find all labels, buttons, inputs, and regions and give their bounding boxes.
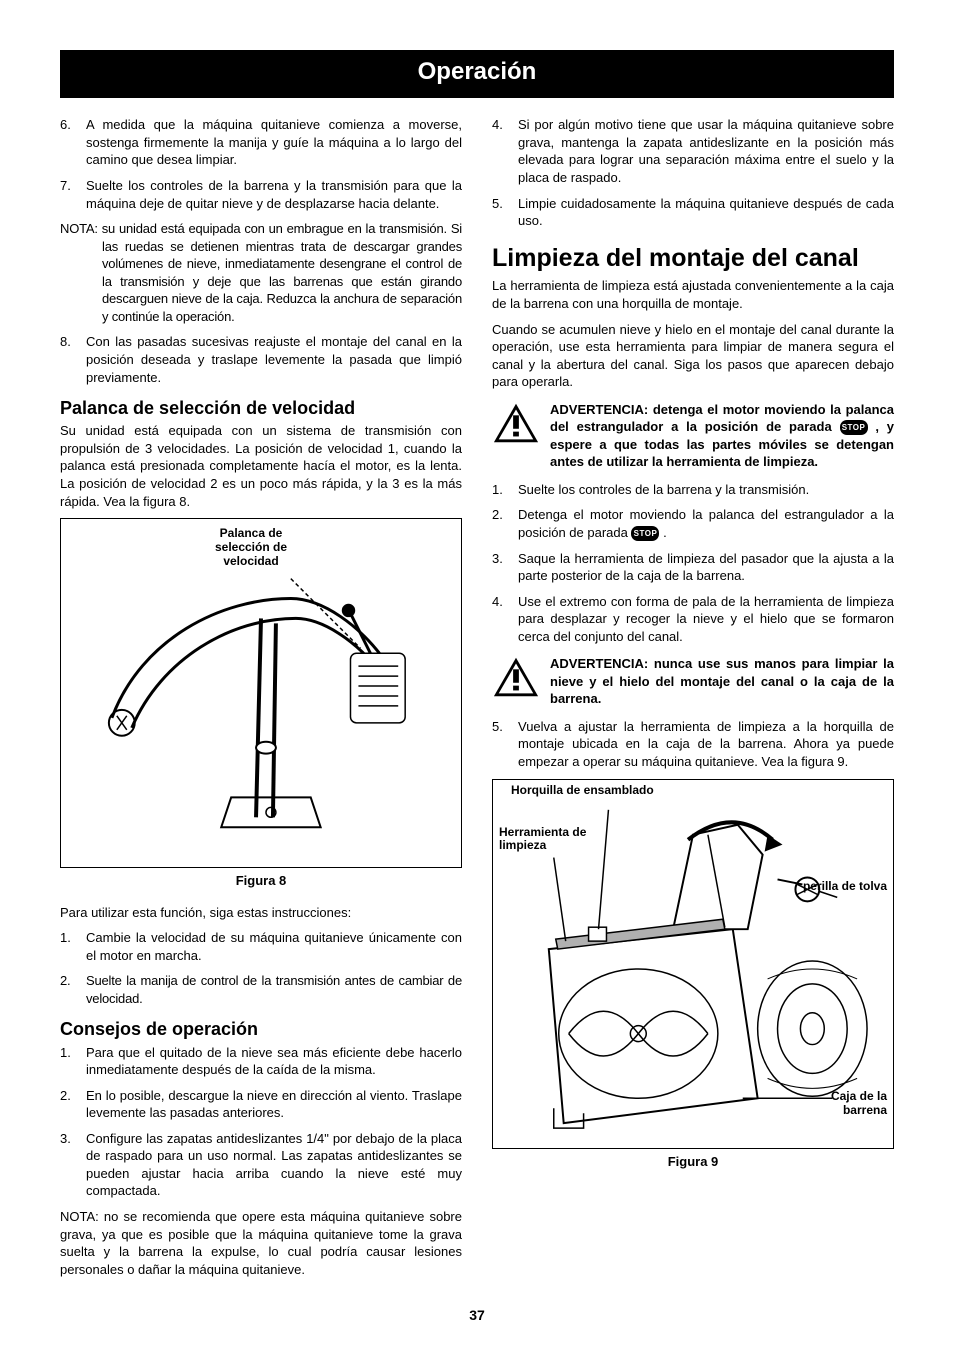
note-1: NOTA: su unidad está equipada con un emb… bbox=[60, 220, 462, 325]
warning-2: ADVERTENCIA: nunca use sus manos para li… bbox=[492, 655, 894, 708]
clean-steps-c: Vuelva a ajustar la herramienta de limpi… bbox=[492, 718, 894, 771]
fig9-label-4: Caja de la barrena bbox=[807, 1090, 887, 1118]
tip: Para que el quitado de la nieve sea más … bbox=[60, 1044, 462, 1079]
page-number: 37 bbox=[60, 1306, 894, 1325]
two-column-layout: A medida que la máquina quitanieve comie… bbox=[60, 116, 894, 1286]
use-function-steps: Cambie la velocidad de su máquina quitan… bbox=[60, 929, 462, 1007]
warning-1: ADVERTENCIA: detenga el motor moviendo l… bbox=[492, 401, 894, 471]
fig8-label: Palanca de selección de velocidad bbox=[191, 527, 311, 568]
use-function-intro: Para utilizar esta función, siga estas i… bbox=[60, 904, 462, 922]
note-body: su unidad está equipada con un embrague … bbox=[102, 221, 462, 324]
figure-9-box: Horquilla de ensamblado Herramienta de l… bbox=[492, 779, 894, 1149]
tip: En lo posible, descargue la nieve en dir… bbox=[60, 1087, 462, 1122]
clean-step: Vuelva a ajustar la herramienta de limpi… bbox=[492, 718, 894, 771]
clean-para-1: La herramienta de limpieza está ajustada… bbox=[492, 277, 894, 312]
speed-lever-heading: Palanca de selección de velocidad bbox=[60, 396, 462, 420]
clean-step: Use el extremo con forma de pala de la h… bbox=[492, 593, 894, 646]
op-step: A medida que la máquina quitanieve comie… bbox=[60, 116, 462, 169]
speed-lever-paragraph: Su unidad está equipada con un sistema d… bbox=[60, 422, 462, 510]
tips-heading: Consejos de operación bbox=[60, 1017, 462, 1041]
tips-list: Para que el quitado de la nieve sea más … bbox=[60, 1044, 462, 1200]
clean-chute-heading: Limpieza del montaje del canal bbox=[492, 242, 894, 276]
tip: Configure las zapatas antideslizantes 1/… bbox=[60, 1130, 462, 1200]
stop-icon: STOP bbox=[840, 420, 868, 435]
use-step: Cambie la velocidad de su máquina quitan… bbox=[60, 929, 462, 964]
clean-step: Detenga el motor moviendo la palanca del… bbox=[492, 506, 894, 541]
fig9-label-1: Horquilla de ensamblado bbox=[511, 784, 654, 798]
page-title-bar: Operación bbox=[60, 50, 894, 98]
clean-steps-a: Suelte los controles de la barrena y la … bbox=[492, 481, 894, 542]
use-step: Suelte la manija de control de la transm… bbox=[60, 972, 462, 1007]
note-body: no se recomienda que opere esta máquina … bbox=[60, 1209, 462, 1277]
clean-steps-b: Saque la herramienta de limpieza del pas… bbox=[492, 550, 894, 646]
stop-icon: STOP bbox=[631, 526, 659, 541]
right-column: Si por algún motivo tiene que usar la má… bbox=[492, 116, 894, 1286]
manual-page: Operación A medida que la máquina quitan… bbox=[0, 0, 954, 1355]
clean-step-text: Detenga el motor moviendo la palanca del… bbox=[518, 507, 894, 540]
note-2: NOTA: no se recomienda que opere esta má… bbox=[60, 1208, 462, 1278]
figure-8-illustration bbox=[61, 519, 461, 867]
clean-step: Suelte los controles de la barrena y la … bbox=[492, 481, 894, 499]
figure-8-box: Palanca de selección de velocidad bbox=[60, 518, 462, 868]
operation-steps-b: Con las pasadas sucesivas reajuste el mo… bbox=[60, 333, 462, 386]
warning-triangle-icon bbox=[492, 401, 540, 445]
tip: Limpie cuidadosamente la máquina quitani… bbox=[492, 195, 894, 230]
left-column: A medida que la máquina quitanieve comie… bbox=[60, 116, 462, 1286]
fig9-caption: Figura 9 bbox=[492, 1153, 894, 1171]
note-label: NOTA: bbox=[60, 1209, 99, 1224]
page-title: Operación bbox=[418, 58, 537, 85]
op-step: Con las pasadas sucesivas reajuste el mo… bbox=[60, 333, 462, 386]
fig9-label-3: perilla de tolva bbox=[803, 880, 887, 894]
tips-list-continued: Si por algún motivo tiene que usar la má… bbox=[492, 116, 894, 229]
clean-step: Saque la herramienta de limpieza del pas… bbox=[492, 550, 894, 585]
warning-triangle-icon bbox=[492, 655, 540, 699]
clean-para-2: Cuando se acumulen nieve y hielo en el m… bbox=[492, 321, 894, 391]
warning-2-text: ADVERTENCIA: nunca use sus manos para li… bbox=[550, 655, 894, 708]
note-label: NOTA: bbox=[60, 221, 98, 236]
fig8-caption: Figura 8 bbox=[60, 872, 462, 890]
warning-1-text: ADVERTENCIA: detenga el motor moviendo l… bbox=[550, 401, 894, 471]
fig9-label-2: Herramienta de limpieza bbox=[499, 826, 599, 854]
operation-steps-a: A medida que la máquina quitanieve comie… bbox=[60, 116, 462, 212]
tip: Si por algún motivo tiene que usar la má… bbox=[492, 116, 894, 186]
op-step: Suelte los controles de la barrena y la … bbox=[60, 177, 462, 212]
